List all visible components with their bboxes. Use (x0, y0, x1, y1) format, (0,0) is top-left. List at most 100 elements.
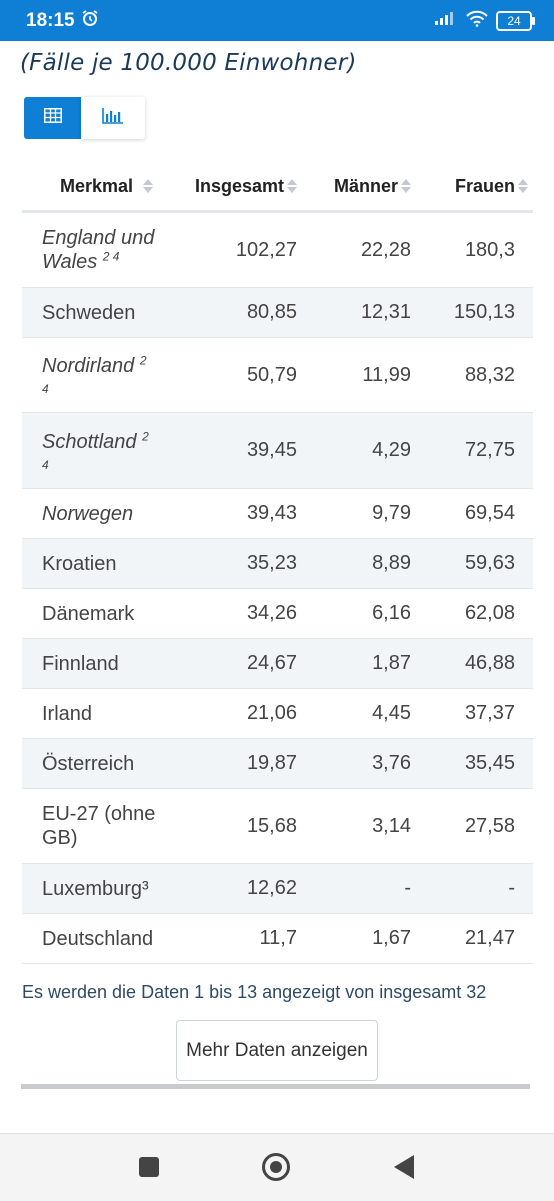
cell-frauen: 88,32 (464, 363, 515, 386)
recent-apps-icon[interactable] (139, 1157, 159, 1177)
battery-icon: 24 (496, 10, 535, 31)
cell-frauen: 35,45 (464, 752, 515, 774)
home-icon[interactable] (262, 1153, 290, 1181)
cell-maenner: 3,14 (372, 814, 411, 837)
chart-view-button[interactable] (81, 97, 145, 139)
row-name: England und Wales 2 4 (42, 227, 155, 273)
cell-frauen: 62,08 (464, 602, 515, 624)
row-name: Dänemark (42, 602, 135, 625)
column-label: Insgesamt (194, 175, 284, 196)
cell-frauen: 180,3 (464, 238, 515, 261)
table-row: England und Wales 2 4 102,27 22,28 180,3 (22, 213, 533, 288)
row-name: Norwegen (42, 502, 134, 525)
table-row: Dänemark 34,26 6,16 62,08 (22, 589, 533, 639)
cell-insgesamt: 35,23 (246, 552, 297, 574)
cell-maenner: 12,31 (360, 301, 411, 323)
table-row: Kroatien 35,23 8,89 59,63 (22, 539, 533, 589)
alarm-icon (81, 9, 99, 33)
column-label: Frauen (454, 175, 515, 196)
table-view-button[interactable] (24, 97, 81, 139)
row-name: Österreich (42, 752, 135, 775)
table-row: Irland 21,06 4,45 37,37 (22, 689, 533, 739)
view-toggle (24, 97, 145, 139)
table-row: Schweden 80,85 12,31 150,13 (22, 288, 533, 338)
show-more-button[interactable]: Mehr Daten anzeigen (176, 1020, 378, 1081)
cell-frauen: 21,47 (464, 927, 515, 949)
cell-frauen: 150,13 (453, 301, 515, 323)
cell-frauen: 69,54 (464, 502, 515, 524)
row-name: EU-27 (ohne GB) (42, 803, 156, 849)
table-row: Luxemburg³ 12,62 - - (22, 864, 533, 914)
scrollbar[interactable] (21, 1084, 530, 1089)
table-icon (43, 108, 62, 128)
sort-icon (401, 179, 411, 193)
cell-maenner: 3,76 (372, 752, 411, 774)
cell-maenner: 9,79 (372, 502, 411, 524)
cell-maenner: 1,67 (372, 927, 411, 949)
cell-insgesamt: 21,06 (246, 702, 297, 724)
column-header-frauen[interactable]: Frauen (411, 176, 533, 197)
column-header-maenner[interactable]: Männer (297, 176, 411, 197)
cell-insgesamt: 11,7 (259, 927, 297, 949)
table-row: Deutschland 11,7 1,67 21,47 (22, 914, 533, 964)
cell-frauen: 72,75 (464, 439, 515, 461)
back-icon[interactable] (394, 1155, 414, 1179)
cell-frauen: 37,37 (464, 702, 515, 724)
cell-maenner: 4,29 (372, 439, 411, 461)
wifi-icon (466, 10, 488, 32)
table-row: Norwegen 39,43 9,79 69,54 (22, 489, 533, 539)
cell-maenner: 22,28 (360, 238, 411, 261)
row-name: Finnland (42, 652, 119, 675)
row-name: Kroatien (42, 552, 117, 575)
cell-insgesamt: 39,45 (246, 439, 297, 461)
row-name: Schweden (42, 301, 136, 324)
cell-maenner: 4,45 (372, 702, 411, 724)
table-row: Österreich 19,87 3,76 35,45 (22, 739, 533, 789)
row-name: Irland (42, 702, 93, 725)
cell-frauen: 46,88 (464, 652, 515, 674)
cell-insgesamt: 24,67 (246, 652, 297, 674)
cell-maenner: 8,89 (372, 552, 411, 574)
pagination-info: Es werden die Daten 1 bis 13 angezeigt v… (22, 982, 487, 1002)
table-row: EU-27 (ohne GB) 15,68 3,14 27,58 (22, 789, 533, 864)
sort-icon (518, 179, 528, 193)
table-subtitle: (Fälle je 100.000 Einwohner) (20, 50, 357, 76)
cell-maenner: 11,99 (362, 363, 411, 386)
cell-insgesamt: 15,68 (246, 814, 297, 837)
sort-icon (143, 179, 154, 193)
cell-insgesamt: 12,62 (246, 877, 297, 899)
table-row: Finnland 24,67 1,87 46,88 (22, 639, 533, 689)
status-right: 24 (434, 10, 535, 32)
clock-time: 18:15 (26, 9, 75, 31)
column-label: Männer (333, 175, 398, 196)
status-left: 18:15 (26, 9, 99, 33)
cell-insgesamt: 19,87 (246, 752, 297, 774)
signal-icon (434, 10, 458, 31)
bar-chart-icon (102, 107, 124, 129)
cell-insgesamt: 102,27 (235, 238, 297, 261)
cell-insgesamt: 34,26 (246, 602, 297, 624)
cell-insgesamt: 80,85 (246, 301, 297, 323)
cell-insgesamt: 50,79 (246, 363, 297, 386)
column-header-insgesamt[interactable]: Insgesamt (182, 176, 297, 197)
status-bar: 18:15 24 (0, 0, 554, 41)
system-nav-bar (0, 1133, 554, 1201)
cell-insgesamt: 39,43 (246, 502, 297, 524)
table-header: Merkmal Insgesamt Männer Frauen (22, 162, 533, 213)
cell-maenner: - (404, 877, 411, 899)
row-name: Deutschland (42, 927, 154, 950)
data-table: Merkmal Insgesamt Männer Frauen England … (22, 162, 533, 964)
column-label: Merkmal (60, 175, 134, 196)
cell-frauen: 27,58 (464, 814, 515, 837)
row-name: Luxemburg³ (42, 877, 149, 900)
cell-maenner: 6,16 (372, 602, 411, 624)
column-header-merkmal[interactable]: Merkmal (22, 176, 182, 197)
cell-frauen: - (508, 877, 515, 899)
sort-icon (287, 179, 297, 193)
cell-frauen: 59,63 (464, 552, 515, 574)
cell-maenner: 1,87 (372, 652, 411, 674)
